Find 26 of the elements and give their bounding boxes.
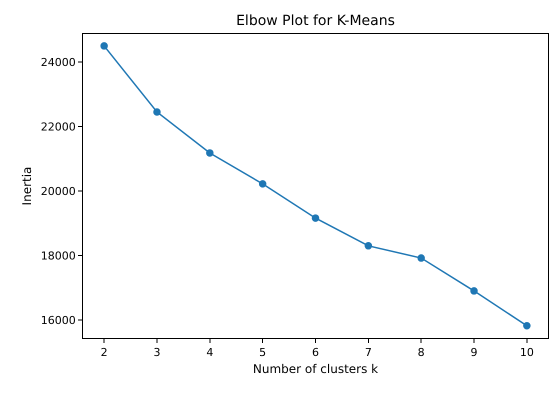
x-tick-label: 9 bbox=[470, 346, 478, 360]
x-tick-label: 2 bbox=[100, 346, 108, 360]
x-tick-label: 8 bbox=[418, 346, 425, 360]
point bbox=[206, 149, 214, 157]
x-tick-label: 5 bbox=[259, 346, 266, 360]
point bbox=[153, 108, 161, 116]
x-tick-label: 6 bbox=[312, 346, 319, 360]
point bbox=[417, 254, 425, 262]
chart-title: Elbow Plot for K-Means bbox=[236, 12, 395, 29]
x-tick-label: 10 bbox=[520, 346, 534, 360]
point bbox=[100, 42, 108, 50]
y-tick-label: 22000 bbox=[40, 120, 76, 134]
y-tick-label: 24000 bbox=[40, 56, 76, 69]
point bbox=[258, 180, 266, 188]
point bbox=[364, 242, 372, 250]
x-tick-label: 7 bbox=[364, 346, 372, 360]
y-tick-label: 18000 bbox=[40, 249, 76, 262]
point bbox=[523, 322, 531, 330]
point bbox=[312, 214, 320, 222]
x-axis-title: Number of clusters k bbox=[252, 362, 378, 376]
y-axis-title: Inertia bbox=[20, 166, 34, 206]
point bbox=[470, 287, 478, 295]
x-tick-label: 4 bbox=[206, 346, 214, 360]
x-tick-label: 3 bbox=[153, 346, 160, 360]
y-tick-label: 16000 bbox=[40, 314, 76, 327]
y-tick-label: 20000 bbox=[40, 184, 76, 198]
